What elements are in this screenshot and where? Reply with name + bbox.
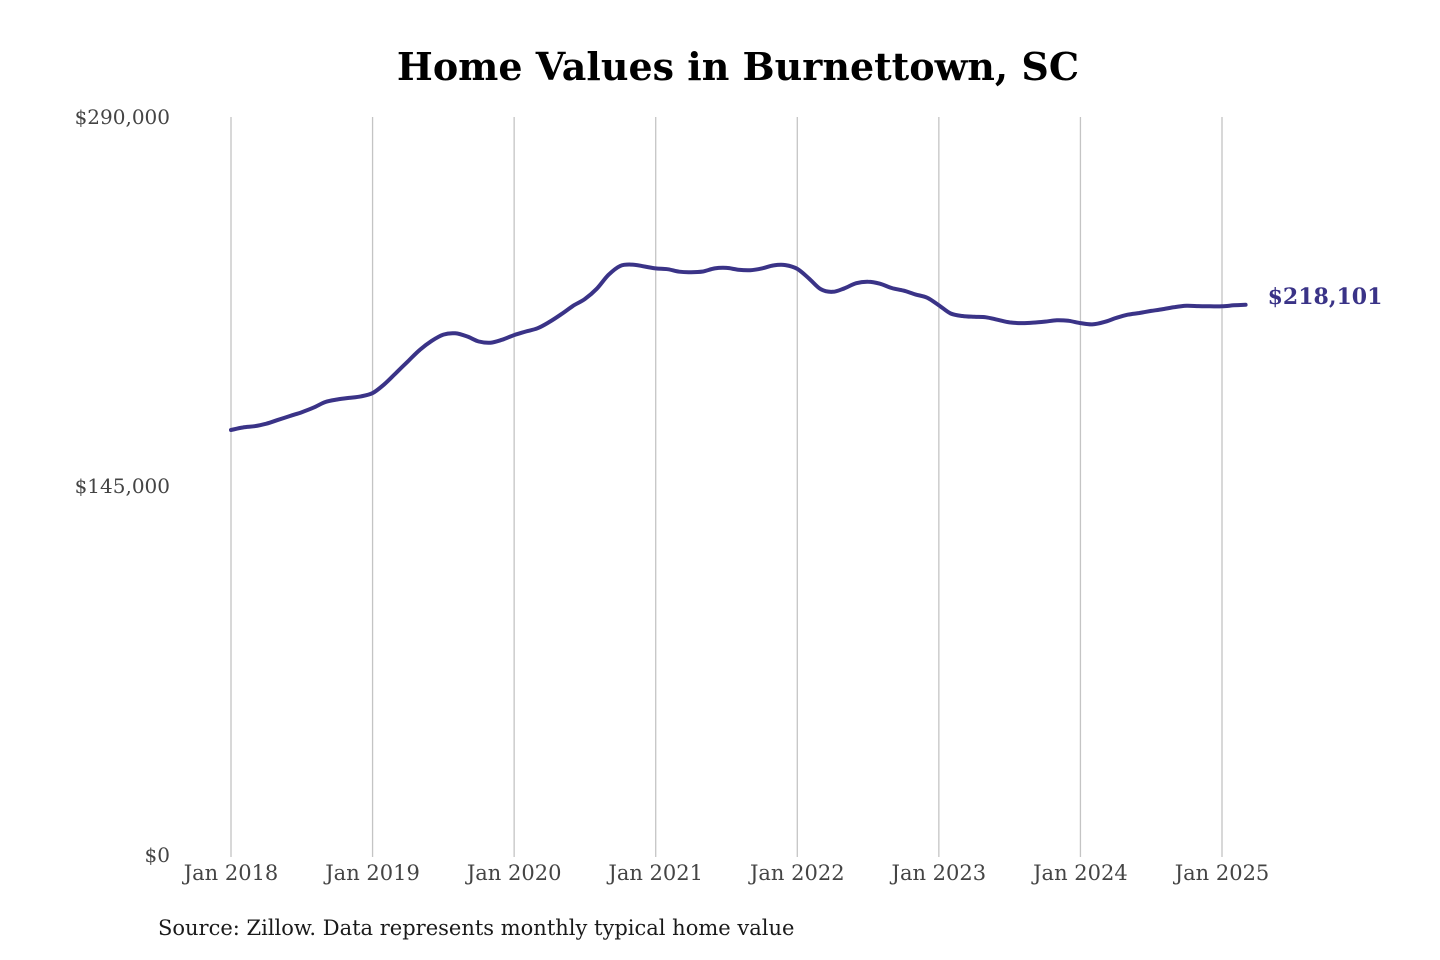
series-layer: [229, 262, 1248, 432]
x-axis: Jan 2018 Jan 2019 Jan 2020 Jan 2021 Jan 2022…: [182, 861, 1270, 885]
x-tick-label: Jan 2019: [323, 861, 420, 885]
series-line-0: [229, 262, 1248, 432]
x-tick-label: Jan 2023: [890, 861, 987, 885]
grid-layer: [230, 117, 1223, 857]
x-tick-label: Jan 2021: [606, 861, 703, 885]
x-tick-label: Jan 2024: [1031, 861, 1128, 885]
x-tick-label: Jan 2022: [748, 861, 845, 885]
source-note: Source: Zillow. Data represents monthly …: [158, 916, 795, 940]
x-tick-label: Jan 2018: [182, 861, 279, 885]
y-tick-label: $145,000: [75, 474, 170, 498]
x-tick-label: Jan 2020: [465, 861, 562, 885]
y-axis: $0 $145,000 $290,000: [75, 105, 170, 867]
y-tick-label: $290,000: [75, 105, 170, 129]
end-label-layer: $218,101: [1268, 284, 1383, 310]
y-tick-label: $0: [145, 843, 170, 867]
chart-title: Home Values in Burnettown, SC: [396, 44, 1080, 89]
x-tick-label: Jan 2025: [1173, 861, 1270, 885]
end-value-label: $218,101: [1268, 284, 1383, 310]
